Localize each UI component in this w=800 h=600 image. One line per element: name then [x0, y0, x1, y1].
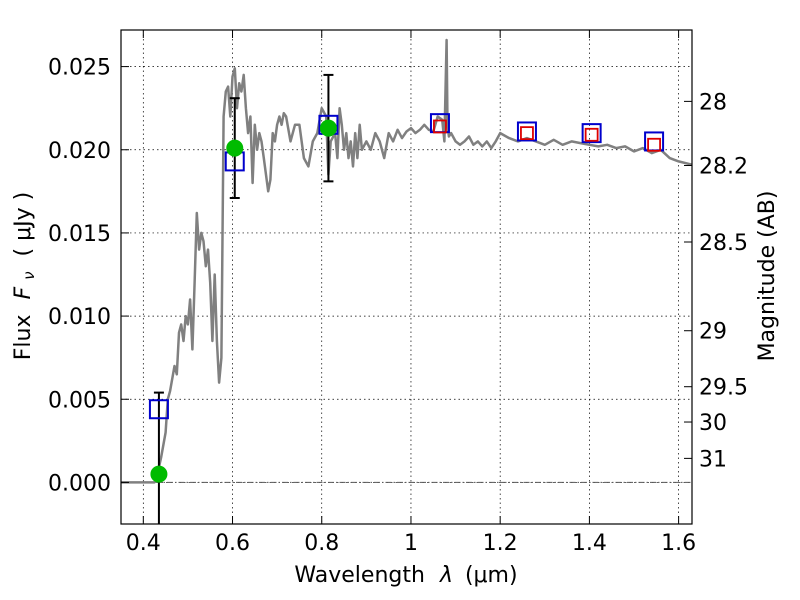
red-square-markers	[433, 119, 661, 152]
y-axis-label-text: Flux	[11, 314, 36, 360]
green-circle-marker	[226, 139, 244, 157]
y2-tick-label: 28	[699, 90, 727, 115]
x-tick-label: 1.2	[483, 531, 518, 556]
blue-square-markers	[148, 113, 665, 420]
blue-square-marker	[516, 121, 537, 142]
x-tick-label: 1	[404, 531, 418, 556]
green-circle-markers	[150, 119, 337, 483]
y-tick-label: 0.020	[48, 139, 111, 164]
x-axis-label-symbol: λ	[439, 563, 453, 588]
red-square-marker	[584, 127, 599, 142]
green-circle-marker	[150, 465, 168, 483]
x-axis-label: Wavelength λ (μm)	[294, 563, 517, 588]
blue-square-marker	[148, 399, 169, 420]
y2-tick-label: 28.2	[699, 154, 748, 179]
x-tick-label: 0.8	[304, 531, 339, 556]
y-axis-label-unit: ( μJy )	[11, 192, 36, 257]
spectrum-line	[121, 38, 693, 484]
error-bars	[153, 73, 334, 524]
red-square-marker	[433, 119, 447, 134]
y2-tick-labels: 28 28.2 28.5 29 29.5 30 31	[699, 90, 748, 472]
red-square-marker	[647, 137, 661, 152]
grid-lines	[121, 30, 692, 524]
x-tick-label: 1.4	[572, 531, 607, 556]
y2-tick-label: 30	[699, 411, 727, 436]
y2-tick-label: 31	[699, 447, 727, 472]
x-tick-label: 0.4	[126, 531, 161, 556]
y-axis-label-symbol: F	[11, 286, 36, 299]
plot-frame	[120, 29, 693, 525]
y-tick-label: 0.015	[48, 222, 111, 247]
y-axis-label: Flux F ν ( μJy )	[11, 192, 40, 360]
y2-axis-label: Magnitude (AB)	[755, 191, 780, 362]
y2-tick-label: 29.5	[699, 376, 748, 401]
y-tick-label: 0.025	[48, 56, 111, 81]
axis-ticks	[121, 30, 692, 524]
y2-tick-label: 28.5	[699, 231, 748, 256]
x-axis-label-text: Wavelength	[294, 563, 425, 588]
y-tick-label: 0.010	[48, 305, 111, 330]
y-tick-label: 0.005	[48, 388, 111, 413]
y2-tick-label: 29	[699, 320, 727, 345]
x-tick-label: 1.6	[661, 531, 696, 556]
x-tick-labels: 0.4 0.6 0.8 1 1.2 1.4 1.6	[126, 531, 696, 556]
y-axis-label-subscript: ν	[20, 271, 38, 279]
y-tick-label: 0.000	[48, 471, 111, 496]
red-square-marker	[520, 126, 534, 141]
blue-square-marker	[581, 123, 602, 144]
x-axis-label-unit: (μm)	[465, 563, 518, 588]
x-tick-label: 0.6	[215, 531, 250, 556]
y-tick-labels: 0.000 0.005 0.010 0.015 0.020 0.025	[48, 56, 111, 497]
green-circle-marker	[319, 119, 337, 137]
